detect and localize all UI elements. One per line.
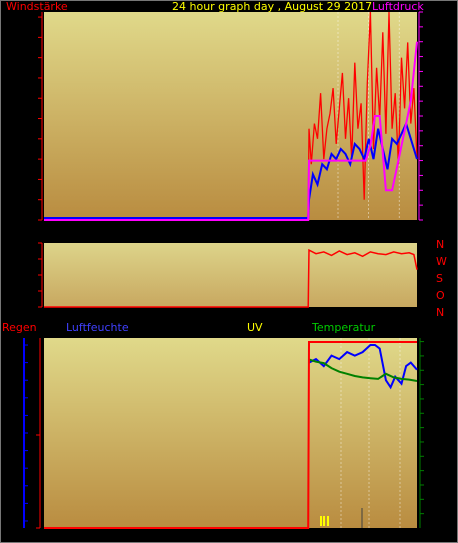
uv-bar xyxy=(327,516,329,526)
direction-series xyxy=(44,248,418,308)
series-wind-direction-line xyxy=(44,248,418,308)
direction-plot-area xyxy=(44,243,417,307)
series-pressure-line xyxy=(44,41,418,221)
compass-o: O xyxy=(436,289,445,302)
direction-axis-ticks xyxy=(38,242,43,308)
series-temperature-line xyxy=(308,358,418,382)
uv-bar xyxy=(320,516,322,526)
pressure-axis-ticks xyxy=(418,11,423,221)
compass-labels: N W S O N xyxy=(436,238,447,319)
compass-w: W xyxy=(436,255,447,268)
humidity-label: Luftfeuchte xyxy=(66,321,129,334)
climate-panel: Regen Luftfeuchte UV Temperatur xyxy=(2,321,424,529)
series-gust-line xyxy=(44,11,418,221)
compass-n-top: N xyxy=(436,238,444,251)
uv-label: UV xyxy=(247,321,263,334)
climate-series xyxy=(44,341,418,529)
temperature-label: Temperatur xyxy=(311,321,376,334)
series-average-line xyxy=(44,120,418,219)
pressure-label: Luftdruck xyxy=(372,0,424,13)
compass-s: S xyxy=(436,272,443,285)
climate-plot-area xyxy=(44,338,417,528)
wind-axis-ticks xyxy=(38,12,43,221)
wind-label: Windstärke xyxy=(6,0,68,13)
series-humidity-line xyxy=(308,344,418,390)
compass-n-bottom: N xyxy=(436,306,444,319)
wind-pressure-panel: Windstärke 24 hour graph day , August 29… xyxy=(6,0,424,221)
climate-axis-ticks xyxy=(23,338,424,529)
wind-plot-area xyxy=(44,12,417,220)
wind-series xyxy=(44,11,418,221)
rain-label: Regen xyxy=(2,321,37,334)
wind-direction-panel: N W S O N xyxy=(38,238,447,319)
uv-bar xyxy=(323,516,325,526)
graph-title: 24 hour graph day , August 29 2017 xyxy=(172,0,372,13)
series-rain-line xyxy=(44,341,417,529)
